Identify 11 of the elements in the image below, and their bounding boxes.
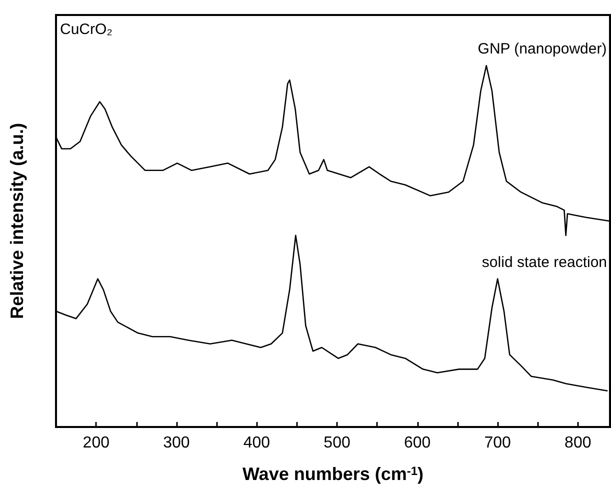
series-label: GNP (nanopowder) xyxy=(478,40,607,58)
y-axis-title: Relative intensity (a.u.) xyxy=(7,122,27,320)
x-tick-label: 200 xyxy=(82,434,110,452)
x-tick-label: 800 xyxy=(564,434,592,452)
text: CuCrO₂ xyxy=(60,21,113,38)
x-tick-label: 400 xyxy=(243,434,270,452)
series-label: solid state reaction xyxy=(482,254,608,271)
x-tick-label: 500 xyxy=(324,434,350,452)
x-tick-label: 600 xyxy=(404,434,431,452)
x-tick-label: 300 xyxy=(163,434,190,452)
x-tick-label: 700 xyxy=(484,434,512,452)
